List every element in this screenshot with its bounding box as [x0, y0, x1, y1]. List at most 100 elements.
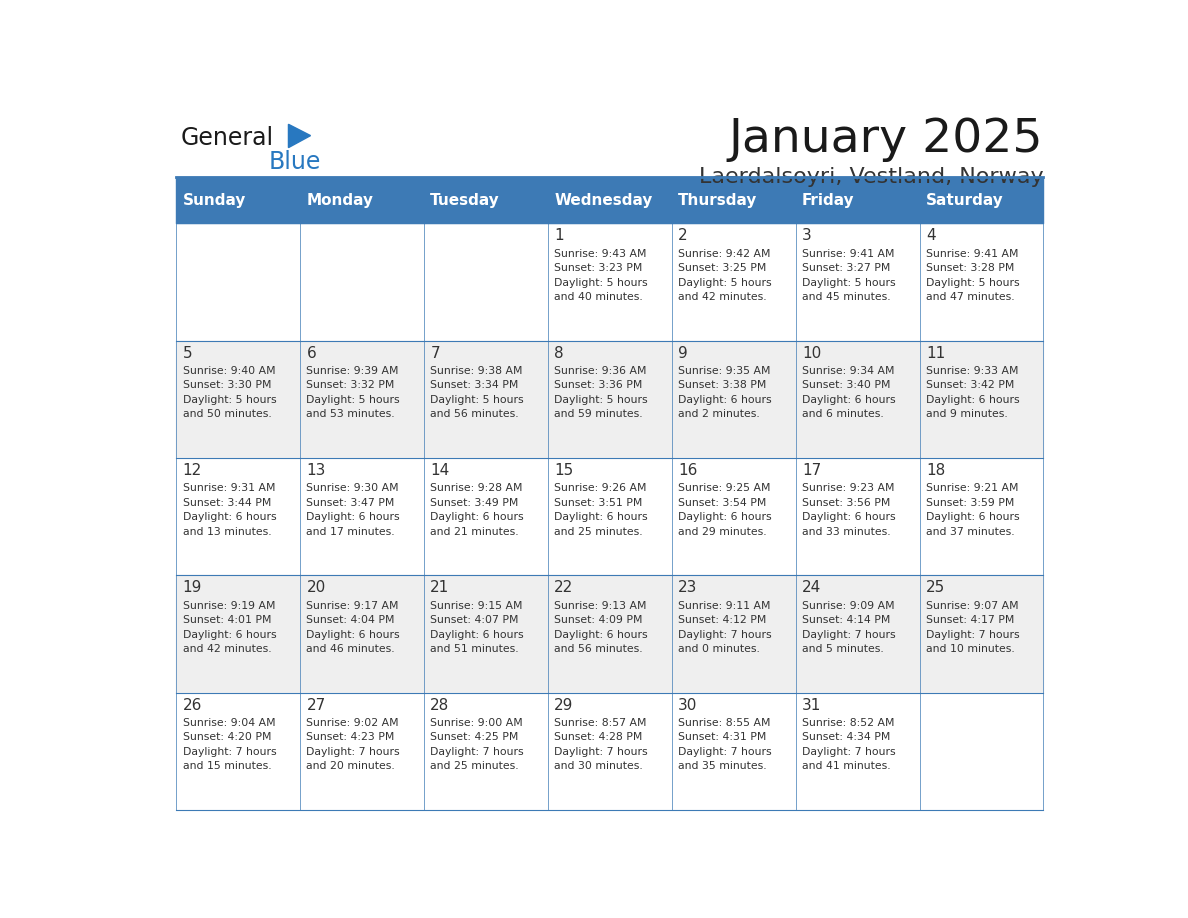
Bar [424, 341, 548, 458]
Bar [796, 458, 920, 576]
Text: 26: 26 [183, 698, 202, 712]
Bar [548, 341, 671, 458]
Text: Laerdalsoyri, Vestland, Norway: Laerdalsoyri, Vestland, Norway [699, 166, 1043, 186]
Bar [920, 692, 1043, 810]
Bar [796, 576, 920, 692]
Text: 12: 12 [183, 463, 202, 478]
Text: Sunrise: 9:13 AM
Sunset: 4:09 PM
Daylight: 6 hours
and 56 minutes.: Sunrise: 9:13 AM Sunset: 4:09 PM Dayligh… [555, 600, 647, 654]
Bar [671, 692, 796, 810]
Text: 4: 4 [925, 229, 936, 243]
Text: 9: 9 [678, 345, 688, 361]
Bar [424, 576, 548, 692]
Bar [671, 177, 796, 223]
Text: Sunrise: 9:36 AM
Sunset: 3:36 PM
Daylight: 5 hours
and 59 minutes.: Sunrise: 9:36 AM Sunset: 3:36 PM Dayligh… [555, 366, 647, 420]
Bar [301, 177, 424, 223]
Text: 13: 13 [307, 463, 326, 478]
Text: 28: 28 [430, 698, 449, 712]
Bar [176, 177, 301, 223]
Text: Sunrise: 8:55 AM
Sunset: 4:31 PM
Daylight: 7 hours
and 35 minutes.: Sunrise: 8:55 AM Sunset: 4:31 PM Dayligh… [678, 718, 772, 771]
Text: Sunrise: 9:09 AM
Sunset: 4:14 PM
Daylight: 7 hours
and 5 minutes.: Sunrise: 9:09 AM Sunset: 4:14 PM Dayligh… [802, 600, 896, 654]
Text: Sunrise: 9:25 AM
Sunset: 3:54 PM
Daylight: 6 hours
and 29 minutes.: Sunrise: 9:25 AM Sunset: 3:54 PM Dayligh… [678, 484, 772, 537]
Bar [424, 177, 548, 223]
Bar [301, 458, 424, 576]
Text: 10: 10 [802, 345, 821, 361]
Bar [671, 223, 796, 341]
Bar [548, 576, 671, 692]
Bar [920, 177, 1043, 223]
Text: Sunrise: 9:07 AM
Sunset: 4:17 PM
Daylight: 7 hours
and 10 minutes.: Sunrise: 9:07 AM Sunset: 4:17 PM Dayligh… [925, 600, 1019, 654]
Text: Sunday: Sunday [183, 193, 246, 207]
Bar [176, 692, 301, 810]
Text: Sunrise: 9:42 AM
Sunset: 3:25 PM
Daylight: 5 hours
and 42 minutes.: Sunrise: 9:42 AM Sunset: 3:25 PM Dayligh… [678, 249, 772, 302]
Text: Sunrise: 9:41 AM
Sunset: 3:27 PM
Daylight: 5 hours
and 45 minutes.: Sunrise: 9:41 AM Sunset: 3:27 PM Dayligh… [802, 249, 896, 302]
Bar [301, 341, 424, 458]
Bar [796, 177, 920, 223]
Text: Sunrise: 9:41 AM
Sunset: 3:28 PM
Daylight: 5 hours
and 47 minutes.: Sunrise: 9:41 AM Sunset: 3:28 PM Dayligh… [925, 249, 1019, 302]
Text: 14: 14 [430, 463, 449, 478]
Text: 15: 15 [555, 463, 574, 478]
Text: 18: 18 [925, 463, 946, 478]
Text: 20: 20 [307, 580, 326, 595]
Text: Monday: Monday [307, 193, 373, 207]
Text: Sunrise: 9:30 AM
Sunset: 3:47 PM
Daylight: 6 hours
and 17 minutes.: Sunrise: 9:30 AM Sunset: 3:47 PM Dayligh… [307, 484, 400, 537]
Bar [796, 692, 920, 810]
Bar [548, 223, 671, 341]
Text: Sunrise: 8:52 AM
Sunset: 4:34 PM
Daylight: 7 hours
and 41 minutes.: Sunrise: 8:52 AM Sunset: 4:34 PM Dayligh… [802, 718, 896, 771]
Text: Sunrise: 9:35 AM
Sunset: 3:38 PM
Daylight: 6 hours
and 2 minutes.: Sunrise: 9:35 AM Sunset: 3:38 PM Dayligh… [678, 366, 772, 420]
Bar [796, 223, 920, 341]
Text: 21: 21 [430, 580, 449, 595]
Text: 5: 5 [183, 345, 192, 361]
Text: 27: 27 [307, 698, 326, 712]
Text: 23: 23 [678, 580, 697, 595]
Text: 17: 17 [802, 463, 821, 478]
Bar [424, 692, 548, 810]
Text: Sunrise: 9:43 AM
Sunset: 3:23 PM
Daylight: 5 hours
and 40 minutes.: Sunrise: 9:43 AM Sunset: 3:23 PM Dayligh… [555, 249, 647, 302]
Text: Sunrise: 9:40 AM
Sunset: 3:30 PM
Daylight: 5 hours
and 50 minutes.: Sunrise: 9:40 AM Sunset: 3:30 PM Dayligh… [183, 366, 276, 420]
Text: 22: 22 [555, 580, 574, 595]
Text: Sunrise: 9:38 AM
Sunset: 3:34 PM
Daylight: 5 hours
and 56 minutes.: Sunrise: 9:38 AM Sunset: 3:34 PM Dayligh… [430, 366, 524, 420]
Bar [301, 692, 424, 810]
Text: Sunrise: 9:33 AM
Sunset: 3:42 PM
Daylight: 6 hours
and 9 minutes.: Sunrise: 9:33 AM Sunset: 3:42 PM Dayligh… [925, 366, 1019, 420]
Text: 7: 7 [430, 345, 440, 361]
Text: Sunrise: 9:21 AM
Sunset: 3:59 PM
Daylight: 6 hours
and 37 minutes.: Sunrise: 9:21 AM Sunset: 3:59 PM Dayligh… [925, 484, 1019, 537]
Text: Sunrise: 9:39 AM
Sunset: 3:32 PM
Daylight: 5 hours
and 53 minutes.: Sunrise: 9:39 AM Sunset: 3:32 PM Dayligh… [307, 366, 400, 420]
Text: 1: 1 [555, 229, 564, 243]
Bar [671, 458, 796, 576]
Text: Sunrise: 9:26 AM
Sunset: 3:51 PM
Daylight: 6 hours
and 25 minutes.: Sunrise: 9:26 AM Sunset: 3:51 PM Dayligh… [555, 484, 647, 537]
Text: 11: 11 [925, 345, 946, 361]
Bar [176, 576, 301, 692]
Bar [920, 458, 1043, 576]
Bar [920, 576, 1043, 692]
Text: Sunrise: 9:02 AM
Sunset: 4:23 PM
Daylight: 7 hours
and 20 minutes.: Sunrise: 9:02 AM Sunset: 4:23 PM Dayligh… [307, 718, 400, 771]
Text: Sunrise: 9:23 AM
Sunset: 3:56 PM
Daylight: 6 hours
and 33 minutes.: Sunrise: 9:23 AM Sunset: 3:56 PM Dayligh… [802, 484, 896, 537]
Text: Tuesday: Tuesday [430, 193, 500, 207]
Bar [548, 177, 671, 223]
Text: January 2025: January 2025 [729, 118, 1043, 162]
Text: Friday: Friday [802, 193, 854, 207]
Text: 3: 3 [802, 229, 811, 243]
Text: 8: 8 [555, 345, 564, 361]
Text: 29: 29 [555, 698, 574, 712]
Bar [176, 223, 301, 341]
Bar [301, 576, 424, 692]
Text: 25: 25 [925, 580, 946, 595]
Bar [920, 341, 1043, 458]
Text: Sunrise: 9:28 AM
Sunset: 3:49 PM
Daylight: 6 hours
and 21 minutes.: Sunrise: 9:28 AM Sunset: 3:49 PM Dayligh… [430, 484, 524, 537]
Bar [671, 341, 796, 458]
Text: 19: 19 [183, 580, 202, 595]
Text: 6: 6 [307, 345, 316, 361]
Bar [671, 576, 796, 692]
Bar [548, 458, 671, 576]
Text: Sunrise: 9:19 AM
Sunset: 4:01 PM
Daylight: 6 hours
and 42 minutes.: Sunrise: 9:19 AM Sunset: 4:01 PM Dayligh… [183, 600, 276, 654]
Text: General: General [181, 127, 274, 151]
Bar [176, 341, 301, 458]
Text: Saturday: Saturday [925, 193, 1004, 207]
Bar [176, 458, 301, 576]
Text: 2: 2 [678, 229, 688, 243]
Text: Sunrise: 9:11 AM
Sunset: 4:12 PM
Daylight: 7 hours
and 0 minutes.: Sunrise: 9:11 AM Sunset: 4:12 PM Dayligh… [678, 600, 772, 654]
Text: Thursday: Thursday [678, 193, 758, 207]
Bar [796, 341, 920, 458]
Text: 24: 24 [802, 580, 821, 595]
Text: Wednesday: Wednesday [555, 193, 652, 207]
Text: Blue: Blue [268, 150, 321, 174]
